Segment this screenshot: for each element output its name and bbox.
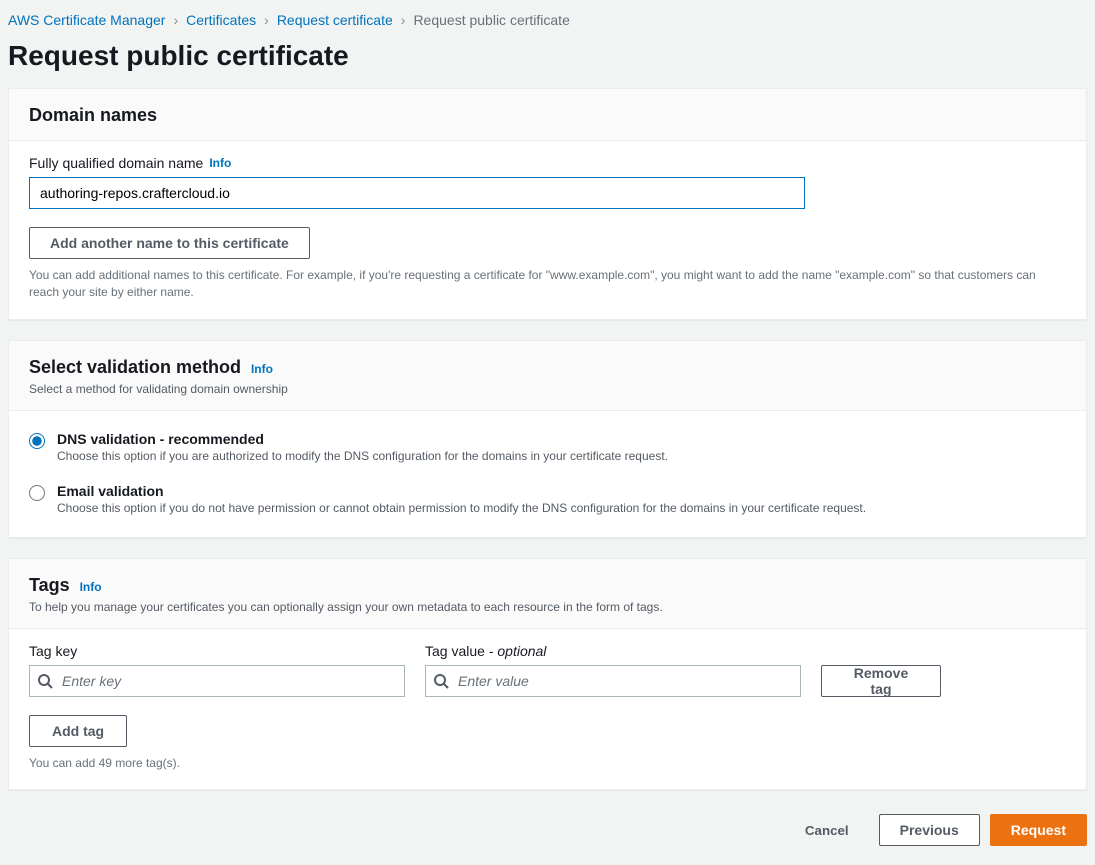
info-link[interactable]: Info (209, 156, 231, 170)
email-validation-desc: Choose this option if you do not have pe… (57, 501, 866, 515)
tags-sub: To help you manage your certificates you… (29, 600, 1066, 614)
tag-key-label: Tag key (29, 643, 405, 659)
validation-option-dns[interactable]: DNS validation - recommended Choose this… (29, 425, 1066, 477)
tags-panel: Tags Info To help you manage your certif… (8, 558, 1087, 791)
breadcrumb: AWS Certificate Manager › Certificates ›… (8, 8, 1087, 36)
chevron-right-icon: › (264, 12, 269, 28)
footer-actions: Cancel Previous Request (8, 810, 1087, 854)
validation-panel: Select validation method Info Select a m… (8, 340, 1087, 538)
chevron-right-icon: › (401, 12, 406, 28)
search-icon (37, 673, 53, 689)
fqdn-label-text: Fully qualified domain name (29, 155, 203, 171)
remove-tag-button[interactable]: Remove tag (821, 665, 941, 697)
email-validation-label: Email validation (57, 483, 866, 499)
search-icon (433, 673, 449, 689)
tag-value-label: Tag value - optional (425, 643, 801, 659)
domain-names-panel: Domain names Fully qualified domain name… (8, 88, 1087, 320)
info-link[interactable]: Info (80, 580, 102, 594)
tag-value-input[interactable] (425, 665, 801, 697)
tag-key-input[interactable] (29, 665, 405, 697)
fqdn-input[interactable] (29, 177, 805, 209)
validation-heading: Select validation method (29, 357, 241, 377)
info-link[interactable]: Info (251, 362, 273, 376)
breadcrumb-link-acm[interactable]: AWS Certificate Manager (8, 12, 165, 28)
dns-validation-radio[interactable] (29, 433, 45, 449)
breadcrumb-link-request[interactable]: Request certificate (277, 12, 393, 28)
panel-header: Domain names (9, 89, 1086, 141)
panel-header: Select validation method Info Select a m… (9, 341, 1086, 411)
add-another-name-button[interactable]: Add another name to this certificate (29, 227, 310, 259)
tags-remaining: You can add 49 more tag(s). (29, 755, 1066, 772)
cancel-button[interactable]: Cancel (785, 814, 869, 846)
previous-button[interactable]: Previous (879, 814, 980, 846)
domain-help-text: You can add additional names to this cer… (29, 267, 1066, 301)
breadcrumb-current: Request public certificate (413, 12, 569, 28)
tag-value-label-prefix: Tag value - (425, 643, 497, 659)
request-button[interactable]: Request (990, 814, 1087, 846)
chevron-right-icon: › (173, 12, 178, 28)
validation-sub: Select a method for validating domain ow… (29, 382, 1066, 396)
add-tag-button[interactable]: Add tag (29, 715, 127, 747)
email-validation-radio[interactable] (29, 485, 45, 501)
fqdn-label: Fully qualified domain name Info (29, 155, 1066, 171)
breadcrumb-link-certificates[interactable]: Certificates (186, 12, 256, 28)
tags-heading: Tags (29, 575, 70, 595)
domain-names-heading: Domain names (29, 105, 157, 125)
validation-option-email[interactable]: Email validation Choose this option if y… (29, 477, 1066, 519)
dns-validation-desc: Choose this option if you are authorized… (57, 449, 668, 463)
tag-value-label-optional: optional (497, 643, 546, 659)
dns-validation-label: DNS validation - recommended (57, 431, 668, 447)
page-title: Request public certificate (8, 36, 1087, 88)
panel-header: Tags Info To help you manage your certif… (9, 559, 1086, 629)
